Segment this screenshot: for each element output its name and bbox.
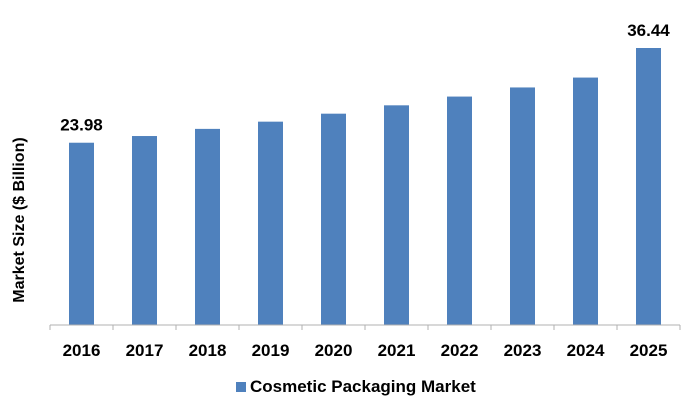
x-tick-label-2017: 2017 (126, 341, 164, 360)
x-tick-label-2016: 2016 (63, 341, 101, 360)
y-axis-title: Market Size ($ Billion) (11, 137, 28, 302)
x-tick-label-2018: 2018 (189, 341, 227, 360)
bar-2025 (636, 48, 661, 325)
bar-2019 (258, 121, 283, 325)
x-axis-tick-labels: 2016 2017 2018 2019 2020 2021 2022 2023 2024 2025 (63, 341, 668, 360)
bar-2018 (195, 128, 220, 325)
legend-swatch (236, 382, 246, 392)
bar-2024 (573, 77, 598, 325)
x-tick-label-2023: 2023 (504, 341, 542, 360)
x-tick-label-2020: 2020 (315, 341, 353, 360)
x-tick-label-2024: 2024 (567, 341, 605, 360)
bar-2017 (132, 136, 157, 325)
data-label-2016: 23.98 (60, 116, 103, 135)
legend: Cosmetic Packaging Market (236, 377, 476, 396)
x-tick-label-2021: 2021 (378, 341, 416, 360)
data-labels-group: 23.98 36.44 (60, 21, 670, 135)
bar-2022 (447, 96, 472, 325)
x-axis-ticks (49, 325, 681, 330)
x-tick-label-2025: 2025 (630, 341, 668, 360)
data-label-2025: 36.44 (627, 21, 670, 40)
bars-group (69, 48, 661, 326)
bar-2021 (384, 105, 409, 325)
x-tick-label-2019: 2019 (252, 341, 290, 360)
x-tick-label-2022: 2022 (441, 341, 479, 360)
bar-2023 (510, 87, 535, 325)
bar-2020 (321, 113, 346, 326)
legend-label: Cosmetic Packaging Market (250, 377, 476, 396)
bar-2016 (69, 142, 94, 325)
